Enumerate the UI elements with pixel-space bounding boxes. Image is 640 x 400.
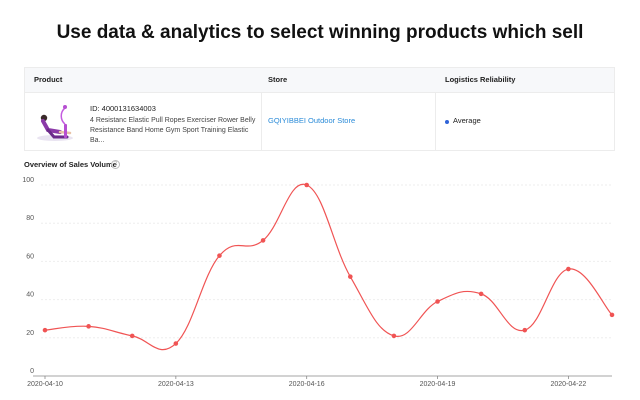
data-point bbox=[42, 327, 48, 333]
product-title[interactable]: 4 Resistanc Elastic Pull Ropes Exerciser… bbox=[90, 117, 256, 144]
data-point bbox=[522, 327, 528, 333]
product-image[interactable] bbox=[34, 102, 76, 144]
data-point bbox=[217, 253, 222, 258]
chart-title: Overview of Sales Volume bbox=[24, 160, 117, 169]
sales-volume-chart: 0 20 40 60 80 100 2020-04-10 2020-04-13 2020-04-… bbox=[22, 177, 615, 388]
y-tick-label: 20 bbox=[26, 330, 34, 337]
data-point bbox=[478, 291, 484, 297]
data-point bbox=[391, 333, 397, 339]
sales-volume-line bbox=[44, 183, 613, 351]
page-headline: Use data & analytics to select winning p… bbox=[56, 22, 584, 43]
x-tick-label: 2020-04-22 bbox=[550, 381, 586, 388]
data-point bbox=[173, 341, 179, 346]
cell-divider bbox=[435, 92, 436, 151]
product-id: ID: 4000131634003 bbox=[90, 104, 156, 113]
header-logistics: Logistics Reliability bbox=[445, 75, 516, 84]
header-store: Store bbox=[268, 75, 288, 84]
x-tick-label: 2020-04-13 bbox=[158, 381, 194, 388]
header-product: Product bbox=[34, 75, 63, 84]
data-point bbox=[304, 182, 309, 188]
data-point bbox=[260, 238, 266, 243]
logistics-status-dot bbox=[445, 120, 449, 124]
x-tick-label: 2020-04-16 bbox=[289, 381, 325, 388]
cell-divider bbox=[261, 92, 262, 151]
x-tick-label: 2020-04-19 bbox=[420, 381, 456, 388]
question-circle-icon[interactable]: ? bbox=[111, 160, 120, 169]
x-tick-label: 2020-04-10 bbox=[27, 381, 63, 388]
y-tick-label: 40 bbox=[26, 292, 34, 299]
y-tick-label: 0 bbox=[30, 368, 34, 375]
data-point bbox=[435, 299, 440, 304]
logistics-reliability-value: Average bbox=[453, 116, 481, 125]
product-table: Product Store Logistics Reliability ID: … bbox=[24, 67, 615, 151]
data-point bbox=[129, 333, 135, 339]
table-header: Product Store Logistics Reliability bbox=[25, 68, 614, 93]
y-tick-label: 100 bbox=[22, 177, 34, 184]
data-point bbox=[348, 274, 353, 279]
data-point bbox=[609, 312, 615, 318]
y-tick-label: 80 bbox=[26, 215, 34, 222]
data-point bbox=[566, 266, 571, 272]
store-link[interactable]: GQIYIBBEI Outdoor Store bbox=[268, 116, 356, 125]
y-tick-label: 60 bbox=[26, 253, 34, 260]
data-point bbox=[86, 324, 91, 329]
